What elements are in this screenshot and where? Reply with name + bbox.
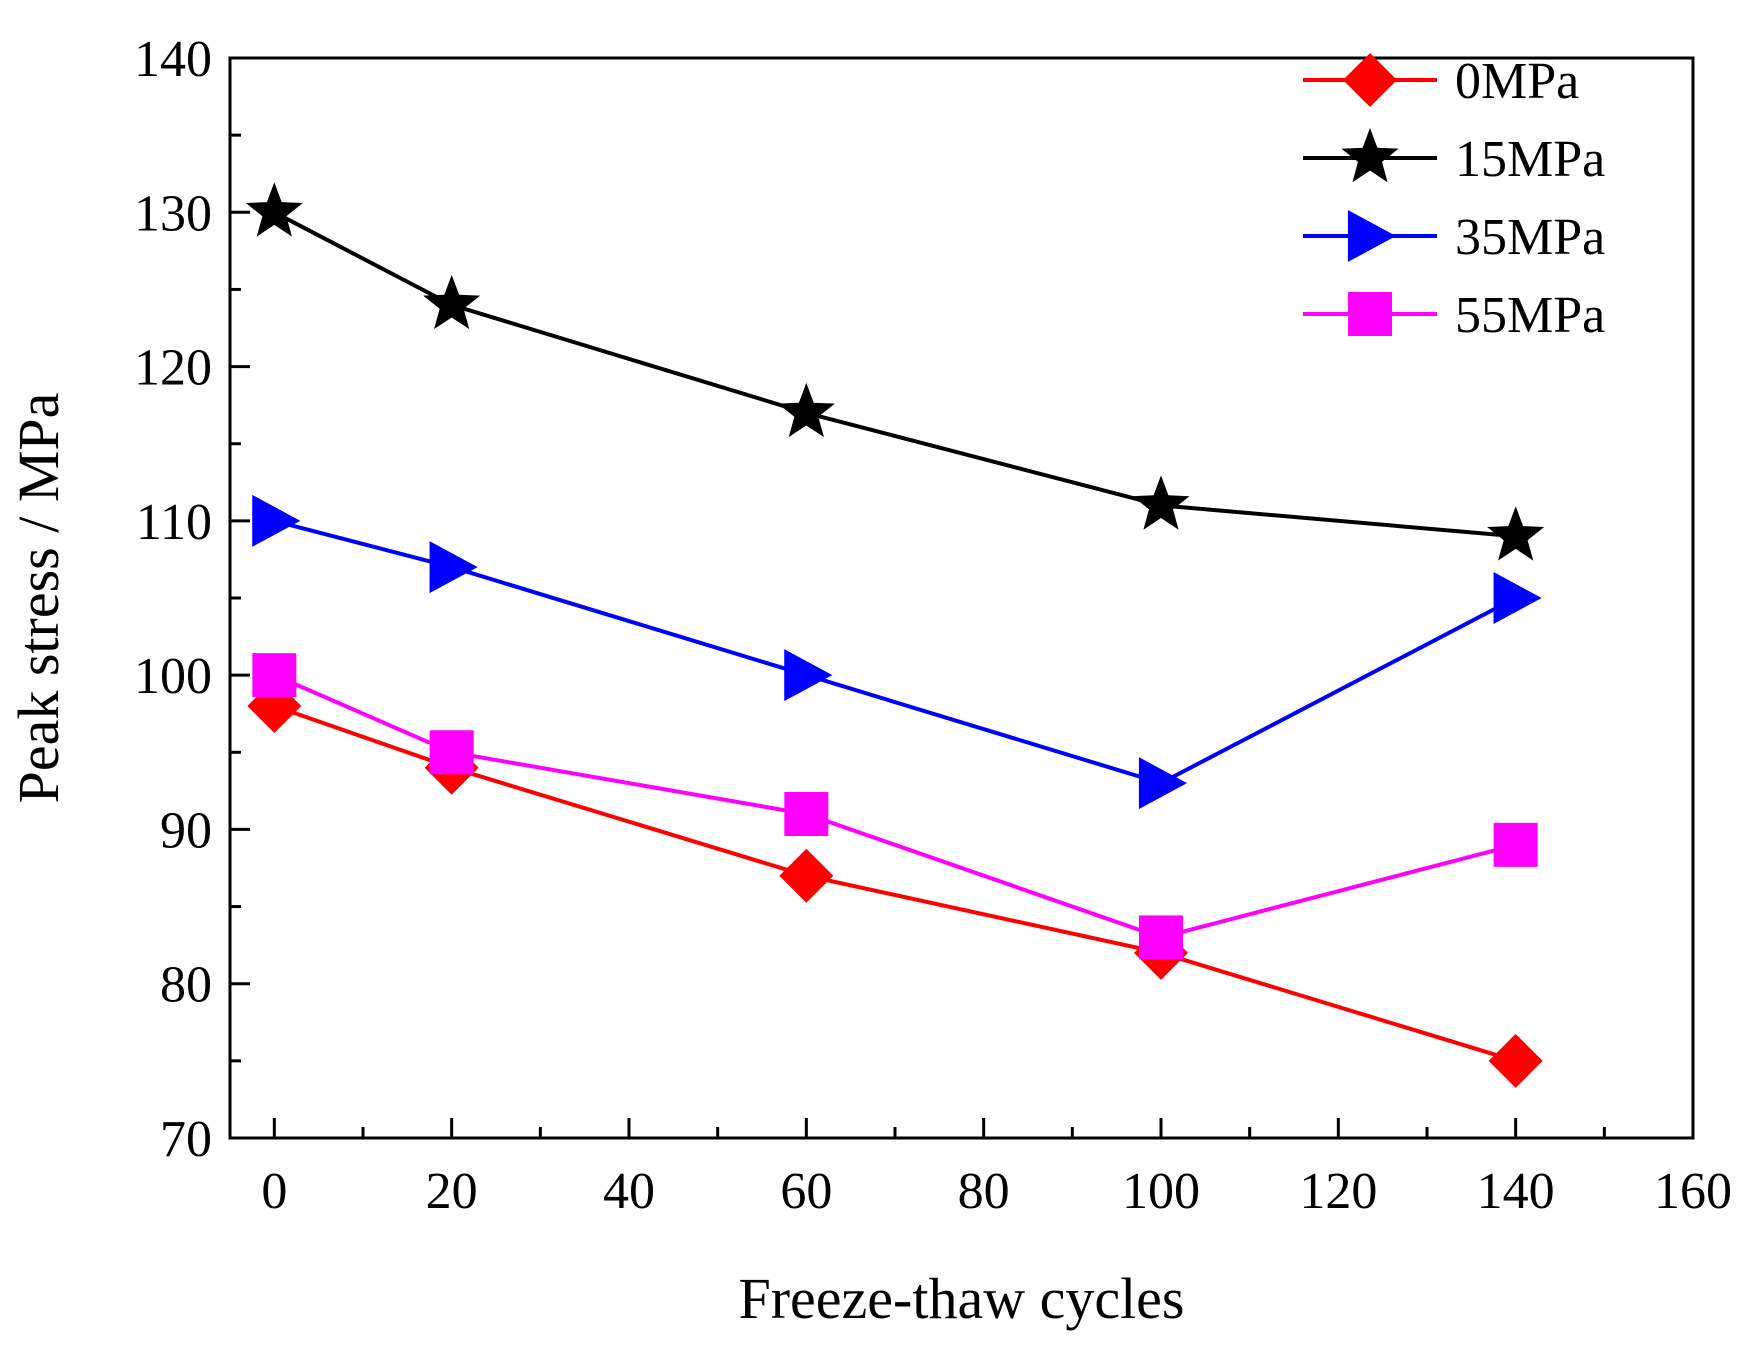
data-point-15MPa-100 [1132, 475, 1190, 530]
data-point-55MPa-0 [252, 653, 297, 698]
data-point-35MPa-100 [1138, 757, 1187, 810]
x-tick-label: 60 [780, 1163, 832, 1220]
data-point-55MPa-140 [1493, 822, 1538, 867]
data-point-55MPa-20 [429, 730, 474, 775]
legend-marker-35MPa [1347, 210, 1396, 262]
x-tick-label: 160 [1654, 1163, 1732, 1220]
y-tick-label: 120 [134, 340, 212, 397]
legend: 0MPa 15MPa 35MPa 55MPa [1303, 53, 1605, 344]
y-tick-label: 140 [134, 31, 212, 88]
axes: 0 20 40 60 80 100 120 140 160 70 80 90 100 110 120 130 1… [134, 31, 1732, 1220]
legend-marker-55MPa [1348, 292, 1392, 336]
x-tick-label: 100 [1122, 1163, 1200, 1220]
y-tick-label: 80 [160, 957, 212, 1014]
data-point-0MPa-60 [779, 848, 834, 903]
series-line-15MPa [273, 210, 1516, 539]
y-axis-title: Peak stress / MPa [6, 393, 71, 804]
x-tick-label: 20 [426, 1163, 478, 1220]
data-point-15MPa-0 [245, 182, 303, 237]
y-tick-label: 110 [136, 494, 212, 551]
legend-label-35MPa: 35MPa [1455, 209, 1605, 266]
x-tick-label: 140 [1477, 1163, 1555, 1220]
series-lines [273, 210, 1517, 1063]
data-point-15MPa-20 [423, 274, 481, 330]
x-tick-label: 80 [958, 1163, 1010, 1220]
y-tick-label: 70 [160, 1111, 212, 1168]
y-tick-label: 90 [160, 802, 212, 859]
data-point-15MPa-140 [1487, 506, 1545, 561]
series-line-55MPa [273, 673, 1517, 940]
data-point-0MPa-140 [1488, 1033, 1543, 1088]
legend-marker-0MPa [1343, 53, 1397, 107]
data-point-35MPa-60 [784, 649, 833, 702]
data-point-55MPa-60 [784, 792, 829, 836]
series-markers [245, 182, 1545, 1088]
legend-label-0MPa: 0MPa [1455, 53, 1579, 110]
legend-label-15MPa: 15MPa [1455, 131, 1605, 188]
data-point-55MPa-100 [1139, 915, 1183, 960]
legend-label-55MPa: 55MPa [1455, 287, 1605, 344]
data-point-35MPa-0 [252, 494, 301, 547]
y-tick-label: 130 [134, 185, 212, 242]
x-tick-label: 120 [1299, 1163, 1377, 1220]
y-tick-label: 100 [134, 648, 212, 705]
data-point-35MPa-20 [429, 541, 478, 594]
data-point-35MPa-140 [1493, 572, 1542, 624]
x-tick-label: 40 [603, 1163, 655, 1220]
data-point-15MPa-60 [777, 382, 835, 438]
legend-marker-15MPa [1341, 128, 1399, 183]
x-axis-title: Freeze-thaw cycles [738, 1266, 1184, 1331]
x-tick-label: 0 [261, 1163, 287, 1220]
